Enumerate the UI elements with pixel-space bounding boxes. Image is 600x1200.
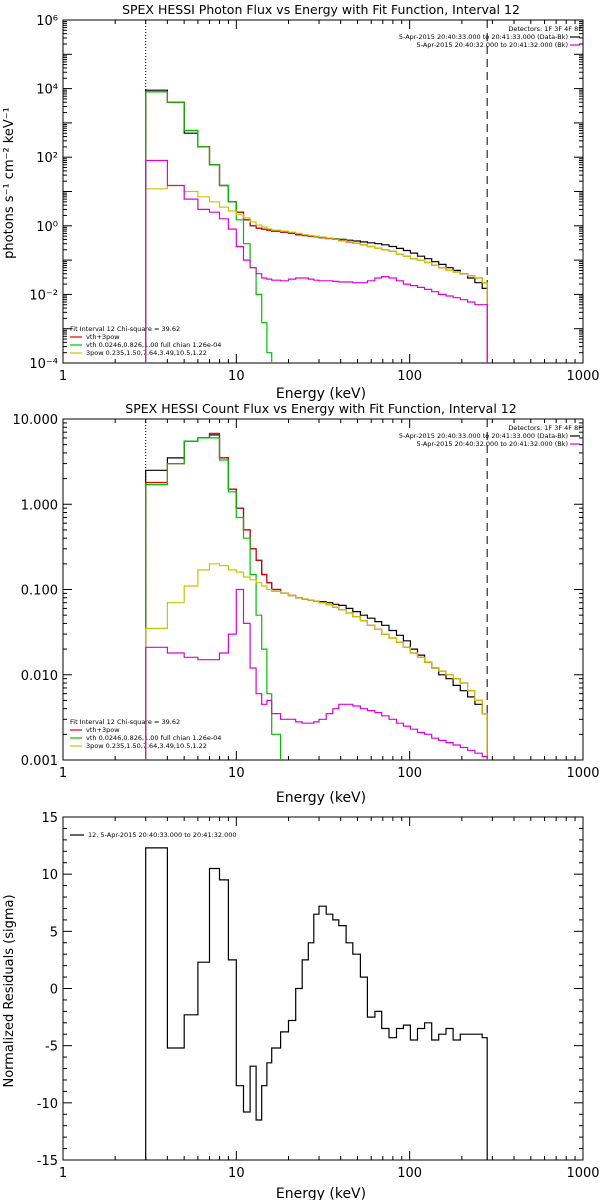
- photon-plot-frame: [62, 19, 584, 364]
- resid-panel-xlabel: Energy (keV): [276, 1186, 366, 1200]
- photon-panel-xlabel: Energy (keV): [276, 386, 366, 402]
- photon-panel-ylabel: photons s⁻¹ cm⁻² keV⁻¹: [2, 107, 17, 259]
- photon-x-tick-label: 10: [228, 369, 245, 384]
- count-y-tick-label: 0.100: [21, 584, 58, 599]
- count-legend-data: 5-Apr-2015 20:40:33.000 to 20:41:33.000 …: [399, 432, 568, 440]
- count-x-tick-label: 1: [59, 766, 67, 781]
- count-series-3pow: [145, 563, 488, 760]
- count-flux-panel: SPEX HESSI Count Flux vs Energy with Fit…: [13, 401, 600, 806]
- resid-x-tick-label: 1000: [566, 1166, 599, 1181]
- photon-series-data-bk: [145, 89, 488, 363]
- photon-x-tick-label: 1000: [566, 369, 599, 384]
- photon-legend-data: 5-Apr-2015 20:40:33.000 to 20:41:33.000 …: [399, 33, 568, 41]
- photon-y-tick-label: 10⁻²: [29, 288, 58, 303]
- photon-x-tick-label: 1: [59, 369, 67, 384]
- resid-y-tick-label: 10: [41, 868, 58, 883]
- count-legend-3pow: 3pow 0.235,1.50,7.64,3.49,10.5,1.22: [86, 742, 207, 750]
- residuals-panel: Normalized Residuals (sigma) Energy (keV…: [2, 811, 600, 1200]
- count-series-data-bk: [145, 434, 488, 760]
- resid-y-tick-label: 15: [41, 811, 58, 826]
- resid-x-tick-label: 10: [228, 1166, 245, 1181]
- photon-x-tick-label: 100: [397, 369, 422, 384]
- photon-legend-bk: 5-Apr-2015 20:40:32.000 to 20:41:32.000 …: [417, 41, 568, 49]
- count-legend-vth: vth 0.0246,0.826,1.00 full chian 1.26e-0…: [86, 734, 221, 742]
- count-plot-frame: [62, 418, 584, 761]
- count-x-tick-label: 10: [228, 766, 245, 781]
- resid-series-12-5-apr-2015-20-40-33-0: [145, 847, 488, 1160]
- count-x-tick-label: 100: [397, 766, 422, 781]
- photon-series-bk: [145, 159, 488, 363]
- resid-y-tick-label: -15: [37, 1154, 58, 1169]
- photon-y-tick-label: 10²: [36, 151, 58, 166]
- count-legend-fit-interval: Fit Interval 12 Chi-square = 39.62: [70, 718, 180, 726]
- resid-plot-frame: [62, 816, 584, 1161]
- count-panel-xlabel: Energy (keV): [276, 790, 366, 806]
- photon-legend-detectors: Detectors: 1F 3F 4F 8F: [508, 25, 582, 33]
- resid-x-tick-label: 1: [59, 1166, 67, 1181]
- resid-x-tick-label: 100: [397, 1166, 422, 1181]
- photon-y-tick-label: 10⁰: [36, 220, 58, 235]
- photon-y-tick-label: 10⁶: [36, 14, 58, 29]
- count-legend-detectors: Detectors: 1F 3F 4F 8F: [508, 424, 582, 432]
- resid-y-tick-label: 5: [50, 925, 58, 940]
- resid-panel-ylabel: Normalized Residuals (sigma): [2, 894, 17, 1087]
- resid-y-tick-label: -5: [45, 1040, 58, 1055]
- count-series-vth-3pow: [145, 432, 488, 760]
- count-x-tick-label: 1000: [566, 766, 599, 781]
- count-series-bk: [145, 588, 488, 760]
- count-series-vth: [145, 437, 488, 760]
- resid-legend-interval: 12. 5-Apr-2015 20:40:33.000 to 20:41:32.…: [88, 831, 237, 839]
- count-legend-bk: 5-Apr-2015 20:40:32.000 to 20:41:32.000 …: [417, 440, 568, 448]
- photon-y-tick-label: 10⁴: [36, 83, 58, 98]
- photon-y-tick-label: 10⁻⁴: [29, 357, 58, 372]
- photon-legend-vth3pow: vth+3pow: [86, 333, 120, 341]
- count-y-tick-label: 0.001: [21, 754, 58, 769]
- photon-panel-title: SPEX HESSI Photon Flux vs Energy with Fi…: [122, 2, 520, 17]
- photon-flux-panel: SPEX HESSI Photon Flux vs Energy with Fi…: [2, 2, 600, 402]
- count-panel-title: SPEX HESSI Count Flux vs Energy with Fit…: [125, 401, 516, 416]
- photon-legend-vth: vth 0.0246,0.826,1.00 full chian 1.26e-0…: [86, 341, 221, 349]
- photon-series-vth: [145, 91, 488, 363]
- count-y-tick-label: 10.000: [13, 413, 59, 428]
- photon-legend-3pow: 3pow 0.235,1.50,7.64,3.49,10.5,1.22: [86, 349, 207, 357]
- photon-series-vth-3pow: [145, 91, 488, 363]
- count-y-tick-label: 1.000: [21, 498, 58, 513]
- count-legend-vth3pow: vth+3pow: [86, 726, 120, 734]
- photon-series-3pow: [145, 184, 488, 363]
- count-y-tick-label: 0.010: [21, 669, 58, 684]
- resid-y-tick-label: 0: [50, 983, 58, 998]
- photon-legend-fit-interval: Fit Interval 12 Chi-square = 39.62: [70, 325, 180, 333]
- resid-y-tick-label: -10: [37, 1097, 58, 1112]
